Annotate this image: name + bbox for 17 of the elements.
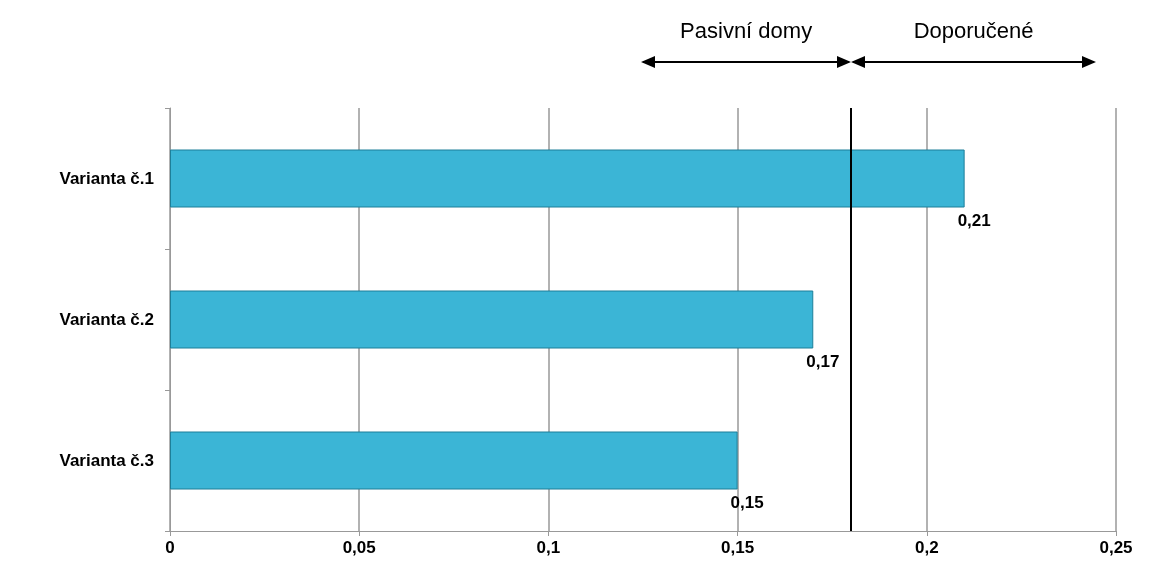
data-label: 0,17: [806, 352, 840, 371]
y-tick-label: Varianta č.3: [59, 451, 154, 470]
x-tick-label: 0,1: [536, 538, 561, 557]
bar: [170, 290, 814, 349]
data-label: 0,21: [957, 211, 991, 230]
x-tick-label: 0,2: [914, 538, 939, 557]
x-tick-label: 0,15: [721, 538, 755, 557]
bar: [170, 149, 965, 208]
x-tick-label: 0,05: [342, 538, 376, 557]
x-tick-label: 0: [165, 538, 175, 557]
data-label: 0,15: [730, 493, 764, 512]
y-tick-label: Varianta č.1: [59, 169, 154, 188]
text: Doporučené: [912, 18, 1035, 44]
y-tick-label: Varianta č.2: [59, 310, 154, 329]
text: Pasivní domy: [679, 18, 814, 44]
x-tick-label: 0,25: [1099, 538, 1133, 557]
bar: [170, 431, 738, 490]
